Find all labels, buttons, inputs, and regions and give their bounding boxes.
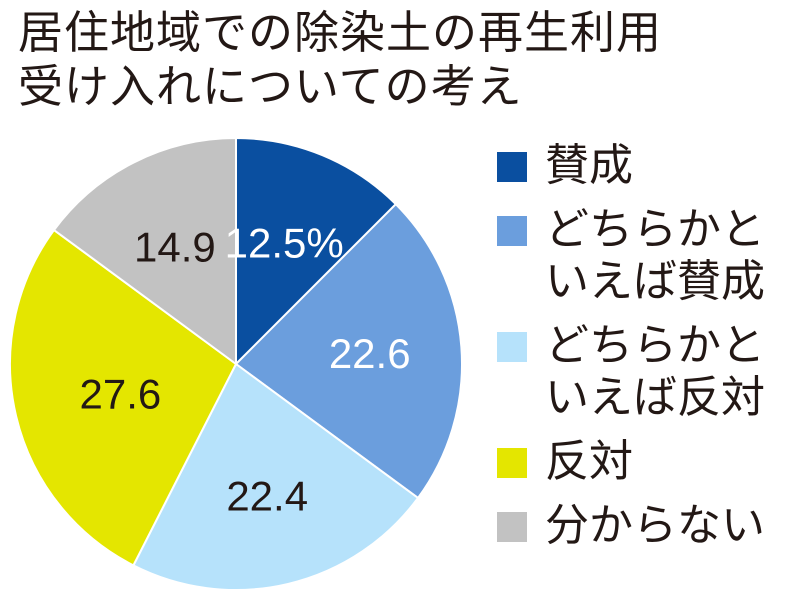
legend-swatch-agree [497, 152, 527, 182]
legend-label-somewhat-disagree: どちらかと いえば反対 [545, 320, 765, 423]
pie-label-agree: 12.5% [225, 219, 344, 266]
legend-item-disagree: 反対 [497, 436, 765, 488]
legend: 賛成 どちらかと いえば賛成 どちらかと いえば反対 反対 分からない [497, 140, 765, 552]
pie-slice-somewhat-disagree [132, 362, 420, 591]
legend-item-somewhat-agree: どちらかと いえば賛成 [497, 204, 765, 308]
legend-item-agree: 賛成 [497, 140, 765, 192]
legend-swatch-somewhat-disagree [497, 332, 527, 362]
pie-label-dont-know: 14.9 [134, 224, 216, 271]
pie-label-disagree: 27.6 [80, 371, 162, 418]
legend-label-disagree: 反対 [545, 436, 633, 487]
legend-swatch-disagree [497, 448, 527, 478]
legend-swatch-somewhat-agree [497, 216, 527, 246]
pie-slice-agree [235, 136, 398, 367]
chart-title-line-1: 居住地域での除染土の再生利用 [18, 6, 663, 59]
pie-label-somewhat-agree: 22.6 [329, 330, 411, 377]
pie-slice-dont-know [52, 136, 237, 366]
legend-swatch-dont-know [497, 512, 527, 542]
chart-title: 居住地域での除染土の再生利用 受け入れについての考え [18, 6, 662, 114]
legend-item-somewhat-disagree: どちらかと いえば反対 [497, 320, 765, 424]
legend-item-dont-know: 分からない [497, 500, 765, 552]
pie-label-somewhat-disagree: 22.4 [226, 473, 308, 520]
pie-slice-somewhat-agree [234, 202, 463, 500]
chart-title-line-2: 受け入れについての考え [18, 60, 523, 113]
legend-label-somewhat-agree: どちらかと いえば賛成 [545, 204, 765, 307]
legend-label-dont-know: 分からない [545, 500, 765, 551]
legend-label-agree: 賛成 [545, 140, 633, 191]
pie-slice-disagree [9, 228, 238, 567]
